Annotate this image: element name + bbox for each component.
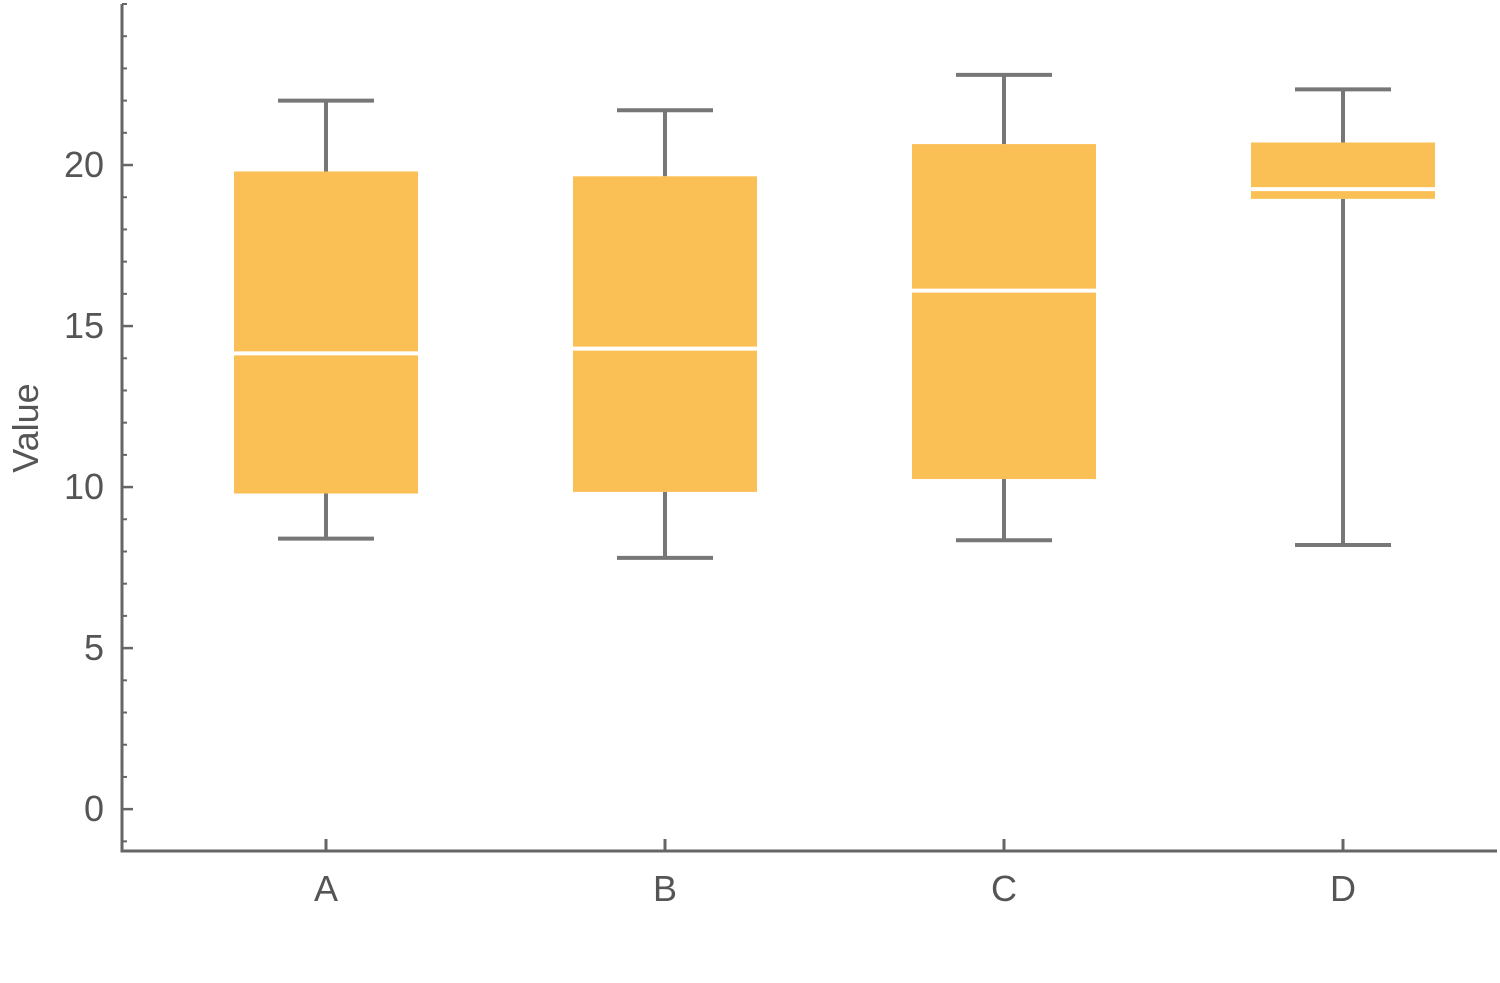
x-tick-label: D bbox=[1330, 868, 1356, 909]
iqr-box bbox=[234, 171, 418, 494]
y-tick-label: 20 bbox=[64, 144, 104, 185]
box-group-c bbox=[912, 72, 1096, 543]
y-axis-label: Value bbox=[5, 383, 46, 472]
y-tick-label: 15 bbox=[64, 305, 104, 346]
iqr-box bbox=[912, 144, 1096, 480]
axes bbox=[120, 4, 1497, 853]
y-tick-label: 10 bbox=[64, 466, 104, 507]
x-axis-ticks: A B C D bbox=[314, 839, 1356, 909]
box-group-d bbox=[1251, 87, 1435, 548]
x-tick-label: A bbox=[314, 868, 338, 909]
x-tick-label: B bbox=[653, 868, 677, 909]
y-tick-label: 0 bbox=[84, 788, 104, 829]
box-group-b bbox=[573, 108, 757, 560]
y-tick-label: 5 bbox=[84, 627, 104, 668]
y-axis-ticks: 0 5 10 15 20 bbox=[64, 3, 133, 843]
box-group-a bbox=[234, 98, 418, 541]
plot-area bbox=[234, 72, 1435, 560]
iqr-box bbox=[573, 176, 757, 492]
x-tick-label: C bbox=[991, 868, 1017, 909]
